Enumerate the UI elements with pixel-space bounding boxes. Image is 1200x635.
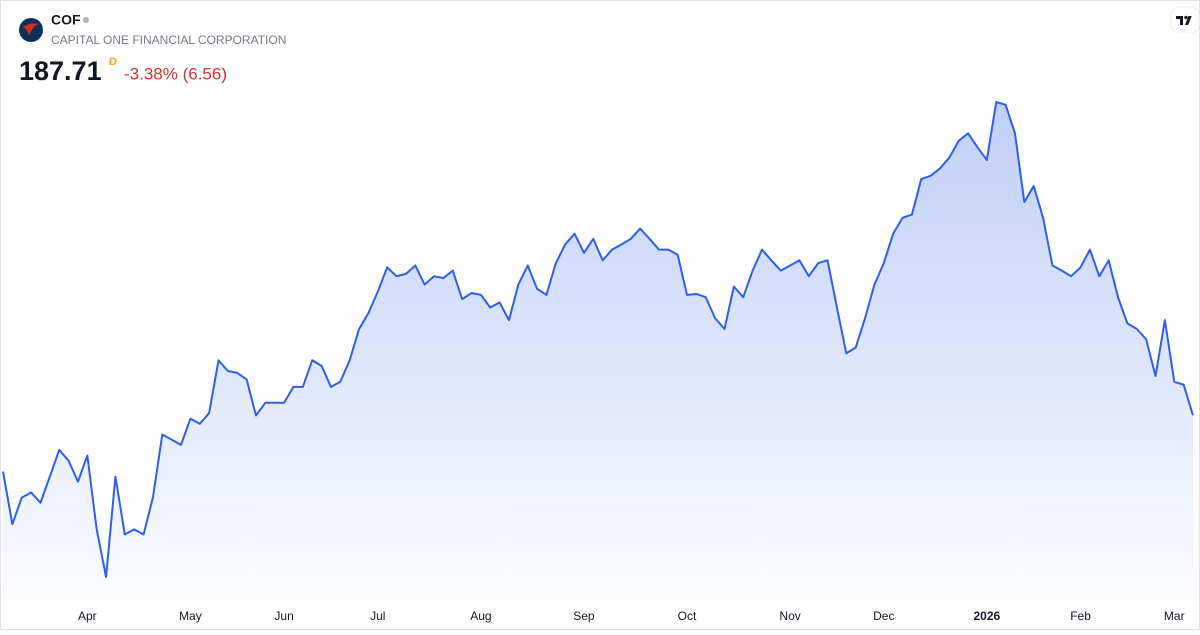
x-tick-label: Sep <box>573 609 595 623</box>
x-tick-label: Dec <box>873 609 894 623</box>
x-tick-label: Aug <box>470 609 491 623</box>
symbol: COF <box>51 12 81 28</box>
logo-swoosh <box>23 23 38 36</box>
plot <box>2 101 1194 600</box>
interval: D <box>109 56 117 68</box>
price-area <box>3 102 1193 600</box>
tv-logo-box[interactable] <box>1170 6 1200 34</box>
price-line <box>2 101 1194 578</box>
x-tick-label: Nov <box>779 609 800 623</box>
x-tick-label: May <box>179 609 202 623</box>
x-tick-label: 2026 <box>974 609 1001 623</box>
x-tick-label: Jun <box>274 609 293 623</box>
x-tick-label: Oct <box>678 609 697 623</box>
x-tick-label: Apr <box>78 609 97 623</box>
x-tick-label: Mar <box>1164 609 1185 623</box>
tv-logo-dot <box>1184 15 1188 20</box>
x-tick-label: Feb <box>1070 609 1091 623</box>
tv-logo[interactable] <box>1176 16 1192 25</box>
x-tick-label: Jul <box>370 609 385 623</box>
company-name: CAPITAL ONE FINANCIAL CORPORATION <box>51 33 286 47</box>
status-dot <box>83 17 89 23</box>
price-change: -3.38% (6.56) <box>124 64 227 83</box>
last-price: 187.71 <box>19 56 102 86</box>
